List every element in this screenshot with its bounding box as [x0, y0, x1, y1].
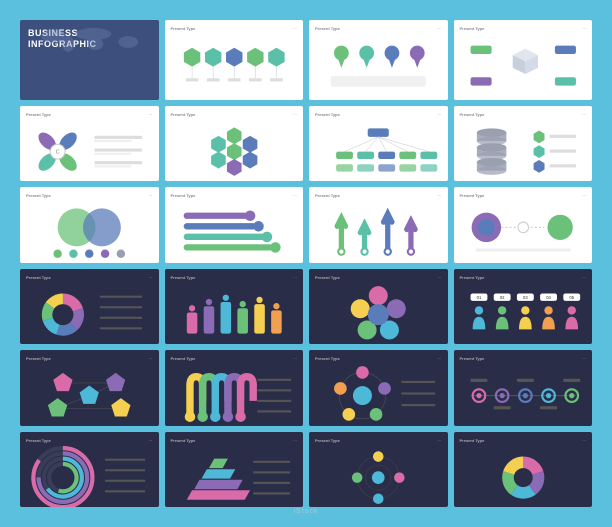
slide-s9: Present Type···0102 03 — [20, 187, 159, 263]
slide-s15: Present Type···0102 03 — [309, 269, 448, 345]
slide-s10: Present Type···0102 03 — [165, 187, 304, 263]
slide-header: Present Type··· — [171, 26, 298, 31]
slide-s14: Present Type···0102 03 — [165, 269, 304, 345]
slide-content — [26, 283, 153, 345]
slide-s7: Present Type···0102 03 — [309, 106, 448, 182]
slide-header: Present Type··· — [315, 356, 442, 361]
slide-header: Present Type··· — [171, 193, 298, 198]
slide-content — [315, 446, 442, 508]
slide-s20: Present Type···0102 03 — [454, 350, 593, 426]
slide-header: Present Type··· — [26, 356, 153, 361]
slide-s8: Present Type···0102 03 — [454, 106, 593, 182]
slide-s3: Present Type···0102 03 — [309, 20, 448, 100]
slide-s4: Present Type···0102 03 — [454, 20, 593, 100]
watermark: iStock — [293, 508, 318, 515]
svg-text:04: 04 — [546, 294, 551, 299]
slide-s2: Present Type···0102 03 — [165, 20, 304, 100]
slide-content — [171, 283, 298, 345]
slide-header: Present Type··· — [460, 112, 587, 117]
slide-content — [460, 201, 587, 263]
cover-slide: BUSINESSINFOGRAPHIC — [20, 20, 159, 100]
slide-header: Present Type··· — [315, 112, 442, 117]
slide-s17: Present Type···0102 03 — [20, 350, 159, 426]
slide-content — [315, 201, 442, 263]
slide-s24: Present Type···0102 03 — [454, 432, 593, 508]
slide-header: Present Type··· — [26, 112, 153, 117]
slide-content — [460, 120, 587, 182]
slide-s5: Present Type···C0102 03 — [20, 106, 159, 182]
slide-s11: Present Type···0102 03 — [309, 187, 448, 263]
svg-text:C: C — [56, 149, 60, 155]
slide-s13: Present Type···0102 03 — [20, 269, 159, 345]
svg-text:02: 02 — [499, 294, 504, 299]
slide-s23: Present Type···0102 03 — [309, 432, 448, 508]
slide-header: Present Type··· — [171, 438, 298, 443]
slide-s21: Present Type···0102 03 — [20, 432, 159, 508]
slide-s18: Present Type···0102 03 — [165, 350, 304, 426]
slide-content — [171, 34, 298, 97]
slide-header: Present Type··· — [171, 112, 298, 117]
svg-text:01: 01 — [476, 294, 481, 299]
slide-header: Present Type··· — [26, 275, 153, 280]
slide-header: Present Type··· — [26, 193, 153, 198]
slide-content: C — [26, 120, 153, 182]
slide-s16: Present Type··· 01 02 03 04 0501 02 03 — [454, 269, 593, 345]
slide-header: Present Type··· — [460, 438, 587, 443]
slide-content — [171, 201, 298, 263]
slide-content — [26, 364, 153, 426]
slide-content — [460, 364, 587, 426]
slide-content — [26, 446, 153, 508]
slide-content — [315, 34, 442, 97]
slide-content — [315, 120, 442, 182]
slide-header: Present Type··· — [171, 356, 298, 361]
slide-content — [315, 364, 442, 426]
slide-header: Present Type··· — [315, 26, 442, 31]
slide-content — [171, 364, 298, 426]
slide-content — [315, 283, 442, 345]
slide-s12: Present Type···0102 03 — [454, 187, 593, 263]
slide-header: Present Type··· — [315, 275, 442, 280]
slide-header: Present Type··· — [315, 193, 442, 198]
slide-content — [171, 120, 298, 182]
slide-s22: Present Type···0102 03 — [165, 432, 304, 508]
slide-header: Present Type··· — [460, 26, 587, 31]
slide-header: Present Type··· — [171, 275, 298, 280]
slide-content — [460, 34, 587, 97]
slide-content — [26, 201, 153, 263]
slide-content: 01 02 03 04 05 — [460, 283, 587, 345]
slide-header: Present Type··· — [460, 193, 587, 198]
svg-text:05: 05 — [569, 294, 574, 299]
slide-header: Present Type··· — [460, 275, 587, 280]
svg-text:03: 03 — [523, 294, 528, 299]
slide-content — [460, 446, 587, 508]
slide-header: Present Type··· — [26, 438, 153, 443]
slide-content — [171, 446, 298, 508]
slide-s6: Present Type···0102 03 — [165, 106, 304, 182]
slide-s19: Present Type···0102 03 — [309, 350, 448, 426]
slide-header: Present Type··· — [460, 356, 587, 361]
slide-header: Present Type··· — [315, 438, 442, 443]
